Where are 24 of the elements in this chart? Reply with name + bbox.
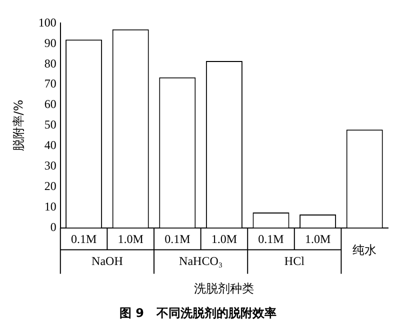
text: NaOH bbox=[92, 254, 124, 268]
y-tick-label: 50 bbox=[44, 118, 56, 132]
x-tick-label: 0.1M bbox=[70, 232, 97, 246]
x-tick-label: 0.1M bbox=[164, 232, 191, 246]
x-tick-label: 0.1M bbox=[258, 232, 284, 246]
y-tick-label: 0 bbox=[50, 220, 56, 234]
y-tick-label: 100 bbox=[38, 15, 56, 30]
y-tick-label: 30 bbox=[44, 158, 56, 173]
x-axis-title: 洗脱剂种类 bbox=[194, 282, 254, 296]
y-tick-label: 60 bbox=[44, 97, 56, 112]
x-tick-label: 1.0M bbox=[118, 232, 144, 246]
x-tick-label: 1.0M bbox=[304, 232, 331, 246]
x-tick-label: 1.0M bbox=[211, 232, 238, 246]
y-tick-label: 90 bbox=[44, 36, 56, 50]
y-tick-label: 70 bbox=[44, 76, 56, 91]
y-tick-label: 80 bbox=[44, 56, 56, 70]
text: HCl bbox=[284, 254, 306, 268]
text: NaHCO₃ bbox=[179, 254, 223, 268]
text: 图 9 不同洗脱剂的脱附效率 bbox=[119, 306, 277, 320]
y-tick-label: 10 bbox=[44, 199, 56, 214]
y-tick-label: 40 bbox=[44, 138, 56, 152]
y-axis-title: 脱附率/% bbox=[11, 100, 26, 152]
y-tick-label: 20 bbox=[44, 179, 56, 194]
text: 纯水 bbox=[352, 242, 377, 257]
